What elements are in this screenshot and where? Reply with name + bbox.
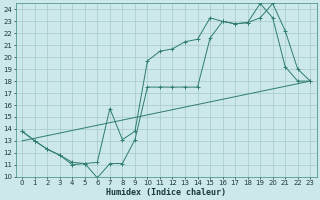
X-axis label: Humidex (Indice chaleur): Humidex (Indice chaleur) xyxy=(106,188,226,197)
